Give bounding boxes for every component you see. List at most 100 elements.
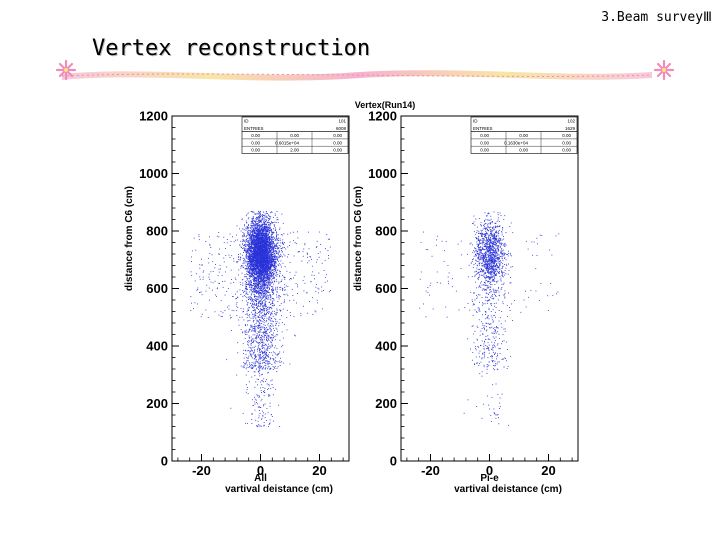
data-point: [269, 395, 271, 397]
data-point: [258, 287, 259, 289]
data-point: [286, 329, 288, 331]
data-point: [253, 276, 255, 277]
data-point: [247, 309, 249, 311]
data-point: [252, 334, 254, 336]
data-point: [253, 327, 254, 329]
data-point: [243, 262, 245, 264]
data-point: [273, 289, 275, 291]
data-point: [256, 255, 258, 257]
data-point: [250, 272, 252, 274]
data-point: [260, 240, 262, 242]
data-point: [269, 282, 271, 284]
data-point: [268, 395, 269, 397]
data-point: [280, 248, 282, 250]
data-point: [258, 273, 260, 275]
data-point: [271, 313, 273, 315]
data-point: [254, 354, 256, 355]
data-point: [282, 244, 284, 245]
data-point: [264, 350, 266, 352]
data-point: [316, 259, 318, 261]
data-point: [253, 276, 255, 278]
data-point: [272, 236, 273, 238]
data-point: [256, 368, 257, 370]
data-point: [261, 316, 263, 318]
data-point: [229, 314, 231, 316]
data-point: [258, 241, 260, 243]
data-point: [243, 240, 244, 242]
data-point: [260, 280, 262, 281]
data-point: [211, 254, 213, 256]
data-point: [270, 216, 272, 218]
data-point: [259, 212, 261, 214]
data-point: [251, 342, 252, 344]
data-point: [264, 329, 266, 331]
data-point: [254, 235, 256, 236]
data-point: [259, 354, 261, 356]
data-point: [250, 355, 252, 357]
data-point: [254, 337, 256, 339]
data-point: [268, 295, 269, 297]
data-point: [249, 314, 251, 315]
data-point: [279, 227, 281, 229]
data-point: [256, 232, 258, 234]
data-point: [252, 274, 254, 276]
data-point: [264, 234, 266, 236]
data-point: [265, 269, 267, 271]
data-point: [268, 224, 269, 226]
data-point: [260, 252, 261, 254]
data-point: [324, 259, 326, 261]
data-point: [267, 238, 269, 240]
data-point: [260, 305, 262, 306]
data-point: [255, 359, 257, 361]
data-point: [308, 248, 310, 250]
data-point: [253, 211, 255, 213]
data-point: [259, 337, 261, 339]
data-point: [274, 261, 276, 263]
data-point: [262, 367, 264, 369]
data-point: [276, 236, 277, 237]
data-point: [270, 238, 272, 240]
data-point: [202, 271, 204, 273]
data-point: [267, 337, 269, 339]
data-point: [249, 260, 251, 262]
data-point: [253, 350, 255, 352]
data-point: [275, 271, 277, 273]
data-point: [270, 256, 272, 258]
data-point: [238, 256, 240, 258]
data-point: [265, 305, 267, 307]
data-point: [245, 363, 246, 365]
data-point: [263, 267, 265, 268]
data-point: [258, 244, 259, 246]
data-point: [247, 256, 249, 258]
data-point: [242, 296, 244, 297]
data-point: [275, 312, 277, 314]
data-point: [229, 233, 231, 235]
data-point: [268, 224, 270, 226]
data-point: [262, 274, 264, 275]
data-point: [251, 231, 252, 233]
data-point: [262, 279, 264, 280]
data-point: [254, 268, 256, 269]
data-point: [251, 241, 252, 243]
data-point: [247, 331, 249, 333]
data-point: [278, 237, 279, 239]
data-point: [248, 306, 250, 308]
data-point: [255, 298, 257, 300]
data-point: [269, 262, 271, 264]
data-point: [266, 283, 268, 285]
data-point: [307, 262, 309, 264]
data-point: [268, 272, 270, 274]
data-point: [241, 272, 243, 274]
data-point: [304, 282, 306, 284]
data-point: [272, 251, 274, 253]
data-point: [254, 253, 255, 255]
data-point: [264, 277, 266, 279]
data-point: [261, 316, 263, 318]
data-point: [266, 263, 268, 265]
data-point: [246, 266, 247, 268]
data-point: [260, 286, 262, 288]
data-point: [328, 255, 329, 256]
data-point: [270, 295, 272, 297]
data-point: [255, 252, 257, 254]
data-point: [256, 425, 258, 426]
